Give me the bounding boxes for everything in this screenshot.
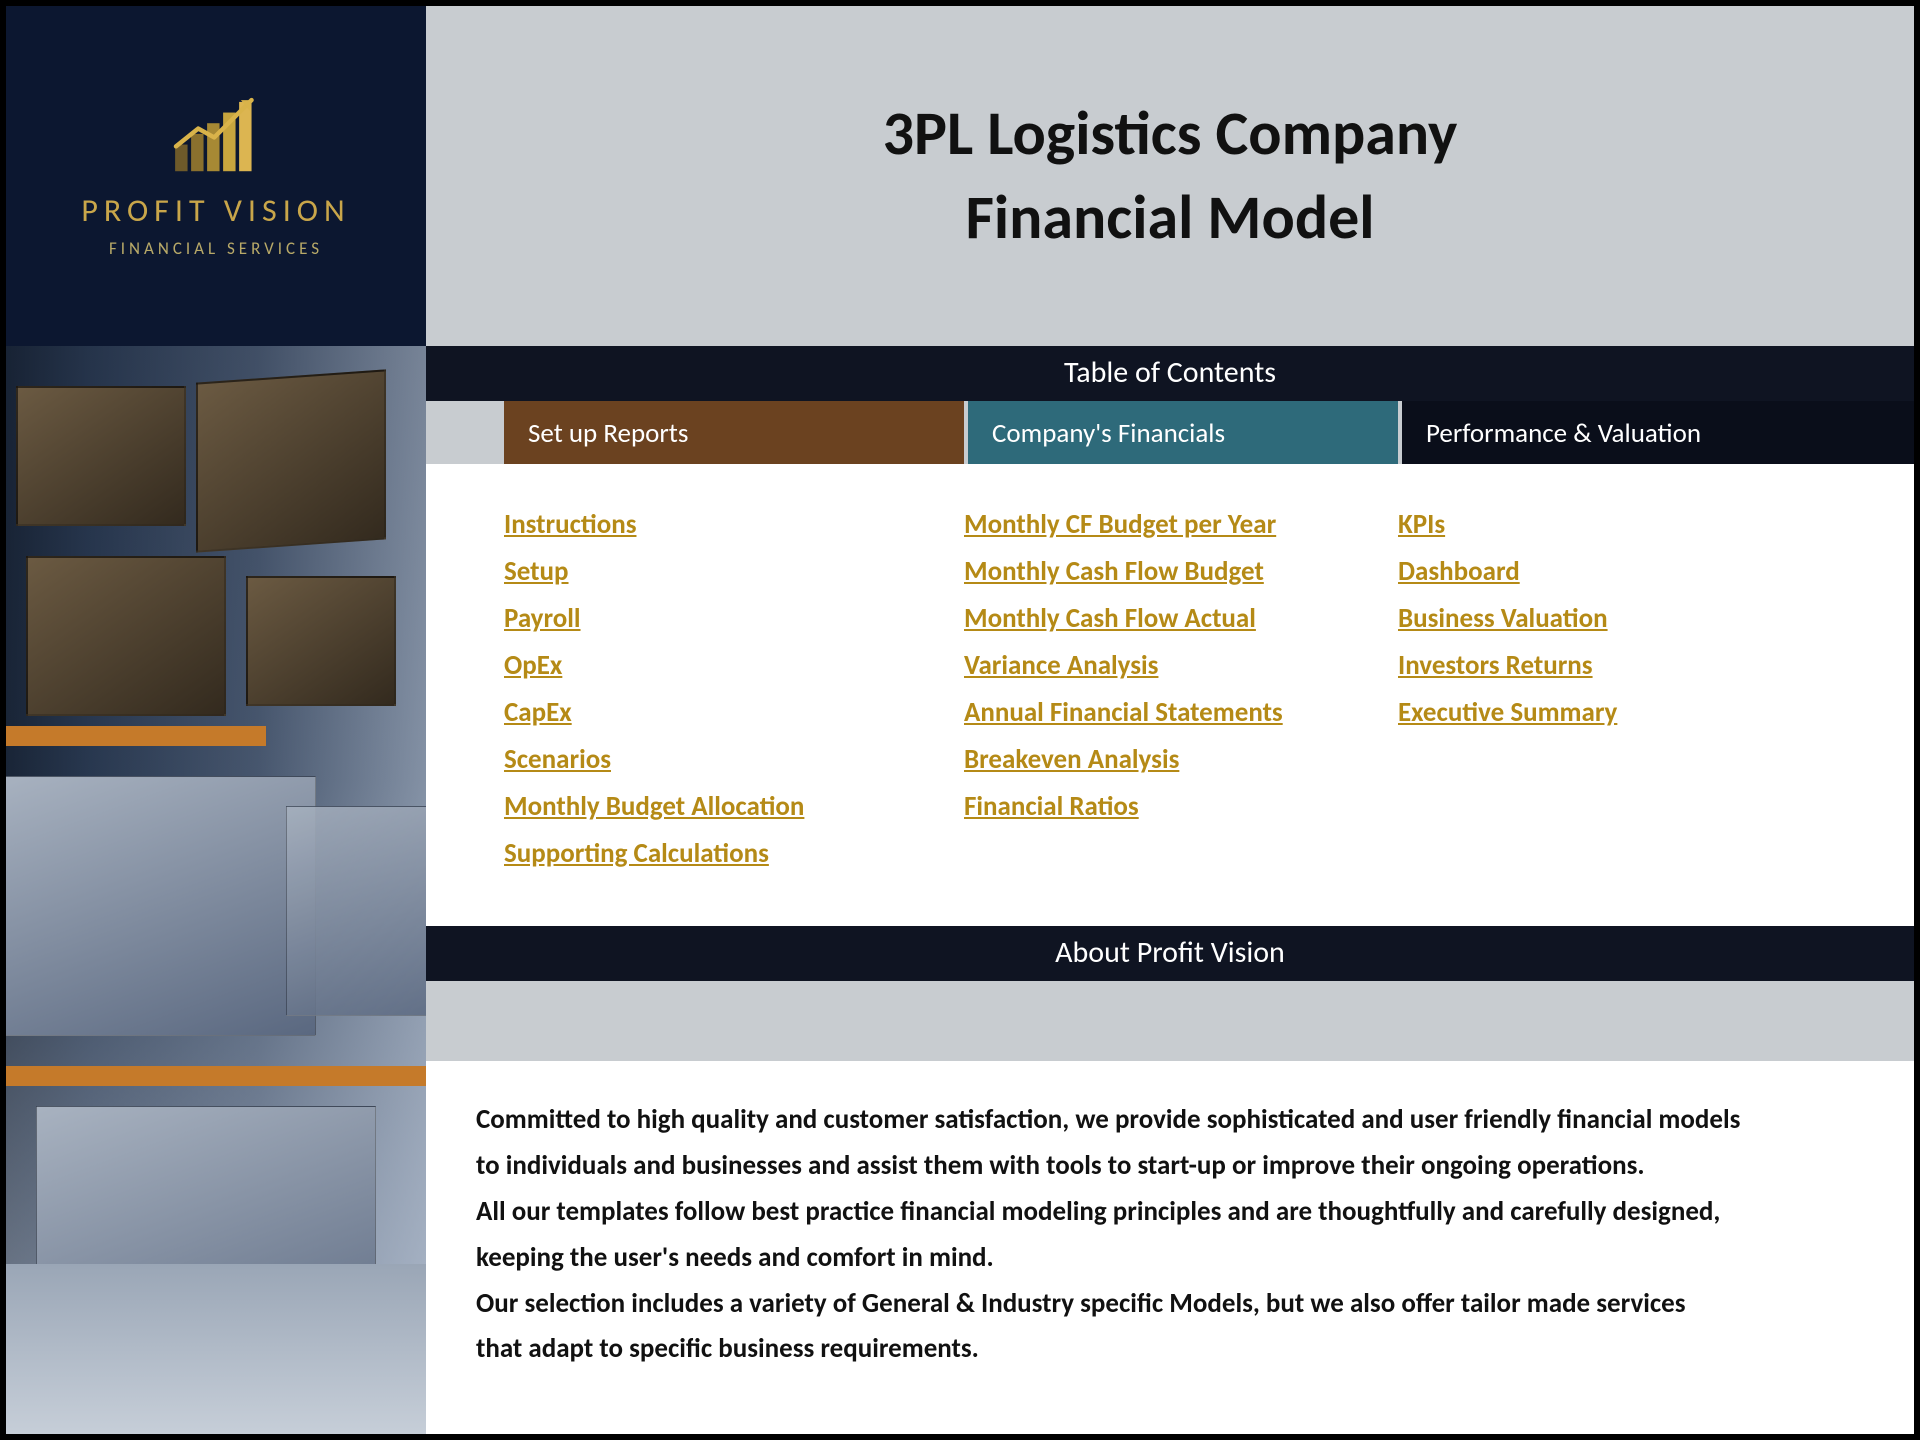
- toc-link[interactable]: Breakeven Analysis: [964, 743, 1179, 776]
- toc-link[interactable]: Variance Analysis: [964, 649, 1158, 682]
- toc-tabs: Set up Reports Company's Financials Perf…: [426, 401, 1914, 464]
- toc-heading-bar: Table of Contents: [426, 346, 1914, 401]
- toc-link[interactable]: Monthly Cash Flow Budget: [964, 555, 1264, 588]
- page-frame: PROFIT VISION FINANCIAL SERVICES 3PL Log…: [0, 0, 1920, 1440]
- toc-link[interactable]: OpEx: [504, 649, 562, 682]
- about-heading-bar: About Profit Vision: [426, 926, 1914, 981]
- tab-setup-reports[interactable]: Set up Reports: [504, 401, 964, 464]
- toc-link[interactable]: Payroll: [504, 602, 581, 635]
- toc-link[interactable]: Setup: [504, 555, 569, 588]
- toc-link[interactable]: Monthly Budget Allocation: [504, 790, 804, 823]
- toc-link[interactable]: Instructions: [504, 508, 636, 541]
- toc-link[interactable]: Annual Financial Statements: [964, 696, 1283, 729]
- about-line: keeping the user's needs and comfort in …: [476, 1235, 1854, 1281]
- link-gutter: [426, 508, 504, 870]
- toc-links: Instructions Setup Payroll OpEx CapEx Scenari…: [426, 464, 1914, 926]
- toc-col-1: Instructions Setup Payroll OpEx CapEx Scenari…: [504, 508, 964, 870]
- about-body: Committed to high quality and customer s…: [426, 1061, 1914, 1434]
- toc-col-2: Monthly CF Budget per Year Monthly Cash F…: [964, 508, 1398, 870]
- logo-chart-icon: [171, 93, 261, 173]
- title-line1: 3PL Logistics Company: [883, 95, 1458, 171]
- toc-link[interactable]: Monthly CF Budget per Year: [964, 508, 1276, 541]
- title-bar: 3PL Logistics Company Financial Model: [426, 6, 1914, 346]
- page-title: 3PL Logistics Company Financial Model: [883, 92, 1458, 259]
- tab-gutter: [426, 401, 504, 464]
- logo-name: PROFIT VISION: [81, 191, 350, 230]
- toc-link[interactable]: Executive Summary: [1398, 696, 1617, 729]
- about-line: All our templates follow best practice f…: [476, 1189, 1854, 1235]
- tab-performance-valuation[interactable]: Performance & Valuation: [1402, 401, 1914, 464]
- toc-link[interactable]: Business Valuation: [1398, 602, 1608, 635]
- toc-link[interactable]: Scenarios: [504, 743, 611, 776]
- toc-link[interactable]: KPIs: [1398, 508, 1445, 541]
- sidebar-warehouse-image: [6, 346, 426, 1434]
- toc-link[interactable]: Dashboard: [1398, 555, 1520, 588]
- title-line2: Financial Model: [883, 176, 1458, 260]
- tab-company-financials[interactable]: Company's Financials: [968, 401, 1398, 464]
- toc-link[interactable]: CapEx: [504, 696, 572, 729]
- toc-link[interactable]: Financial Ratios: [964, 790, 1139, 823]
- logo-subtitle: FINANCIAL SERVICES: [109, 238, 323, 259]
- main-content: 3PL Logistics Company Financial Model Ta…: [426, 6, 1914, 1434]
- about-spacer: [426, 981, 1914, 1061]
- toc-col-3: KPIs Dashboard Business Valuation Investors…: [1398, 508, 1914, 870]
- toc-link[interactable]: Supporting Calculations: [504, 837, 769, 870]
- toc-link[interactable]: Monthly Cash Flow Actual: [964, 602, 1256, 635]
- sidebar: PROFIT VISION FINANCIAL SERVICES: [6, 6, 426, 1434]
- about-line: to individuals and businesses and assist…: [476, 1143, 1854, 1189]
- toc-link[interactable]: Investors Returns: [1398, 649, 1593, 682]
- logo-panel: PROFIT VISION FINANCIAL SERVICES: [6, 6, 426, 346]
- about-line: Our selection includes a variety of Gene…: [476, 1281, 1854, 1327]
- about-line: Committed to high quality and customer s…: [476, 1097, 1854, 1143]
- about-line: that adapt to specific business requirem…: [476, 1326, 1854, 1372]
